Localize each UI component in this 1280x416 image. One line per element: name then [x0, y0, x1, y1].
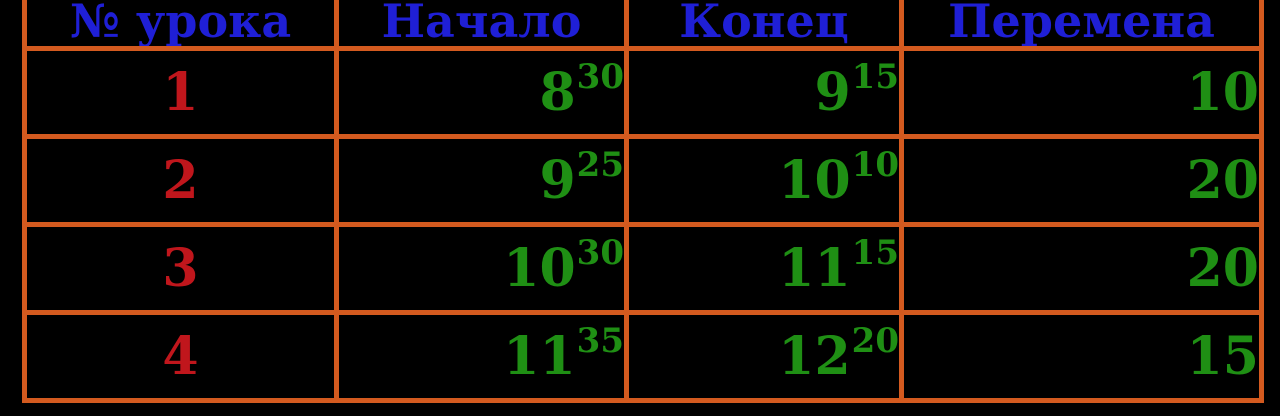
end-minutes: 20 [851, 320, 899, 361]
start-minutes: 25 [576, 144, 624, 185]
start-time-cell: 1135 [334, 310, 629, 403]
break-cell: 20 [899, 134, 1264, 227]
end-time-cell: 1115 [624, 222, 904, 315]
table-row: 3 1030 1115 20 [22, 222, 1264, 315]
start-time-cell: 925 [334, 134, 629, 227]
lesson-number-cell: 3 [22, 222, 339, 315]
header-break: Перемена [899, 0, 1264, 51]
start-hour: 11 [503, 325, 576, 387]
table-row: 1 830 915 10 [22, 46, 1264, 139]
lesson-number-cell: 1 [22, 46, 339, 139]
lesson-number-cell: 2 [22, 134, 339, 227]
start-time-cell: 1030 [334, 222, 629, 315]
start-hour: 8 [539, 61, 576, 123]
lesson-schedule-table: № урока Начало Конец Перемена 1 830 915 … [22, 0, 1264, 403]
start-hour: 10 [503, 237, 576, 299]
header-start: Начало [334, 0, 629, 51]
start-minutes: 30 [576, 232, 624, 273]
table-row: 2 925 1010 20 [22, 134, 1264, 227]
end-hour: 9 [814, 61, 851, 123]
break-cell: 15 [899, 310, 1264, 403]
break-cell: 10 [899, 46, 1264, 139]
start-minutes: 30 [576, 56, 624, 97]
header-lesson-number: № урока [22, 0, 339, 51]
end-time-cell: 1010 [624, 134, 904, 227]
header-end: Конец [624, 0, 904, 51]
end-minutes: 15 [851, 56, 899, 97]
start-hour: 9 [539, 149, 576, 211]
end-minutes: 10 [851, 144, 899, 185]
end-time-cell: 915 [624, 46, 904, 139]
header-row: № урока Начало Конец Перемена [22, 0, 1264, 51]
end-minutes: 15 [851, 232, 899, 273]
end-time-cell: 1220 [624, 310, 904, 403]
table-row: 4 1135 1220 15 [22, 310, 1264, 403]
end-hour: 11 [778, 237, 851, 299]
start-time-cell: 830 [334, 46, 629, 139]
end-hour: 10 [778, 149, 851, 211]
lesson-number-cell: 4 [22, 310, 339, 403]
break-cell: 20 [899, 222, 1264, 315]
end-hour: 12 [778, 325, 851, 387]
start-minutes: 35 [576, 320, 624, 361]
